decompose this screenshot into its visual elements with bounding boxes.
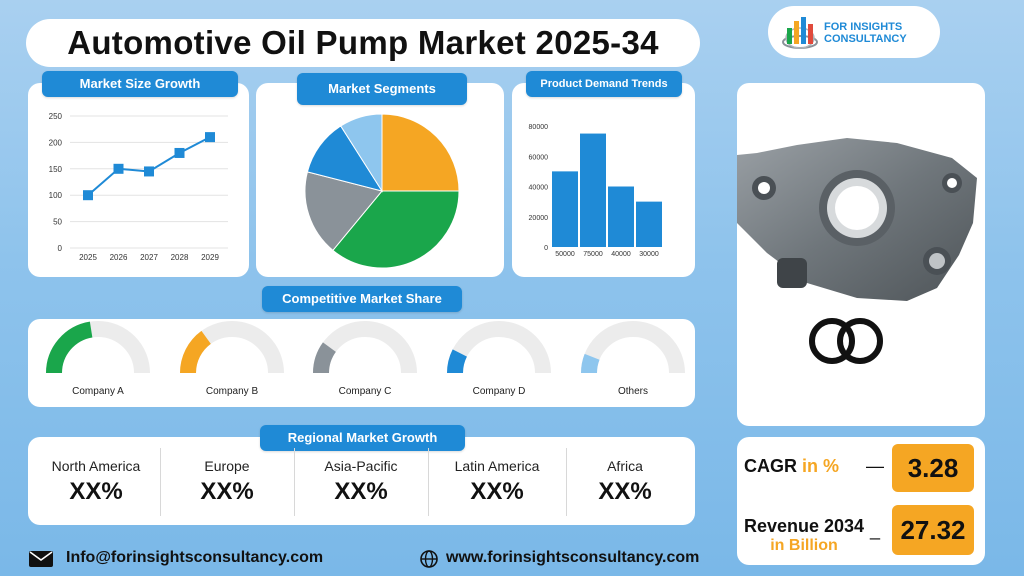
gauge-label-company-b: Company B	[205, 386, 259, 397]
data-point	[174, 147, 185, 158]
data-point	[83, 190, 93, 201]
y-tick-label: 20000	[529, 215, 549, 222]
gauge-fill	[46, 321, 93, 374]
region-africa: Africa XX%	[566, 440, 684, 524]
x-tick-label: 50000	[555, 251, 575, 258]
bar	[552, 171, 578, 247]
pie-slice	[332, 190, 460, 269]
pie-slice	[304, 171, 383, 252]
gauge-fill	[313, 342, 337, 374]
y-tick-label: 200	[49, 138, 63, 147]
cagr-label-text: CAGR	[744, 456, 797, 476]
region-name: North America	[51, 458, 141, 474]
bar	[580, 133, 606, 247]
competitive-share-title: Competitive Market Share	[262, 286, 462, 312]
y-tick-label: 250	[49, 112, 63, 121]
gauge-fill	[447, 349, 468, 374]
x-tick-label: 2027	[140, 253, 158, 262]
product-demand-bar-chart: 0 20000 40000 60000 80000 50000 75000 40000 3000…	[529, 124, 662, 258]
revenue-label: Revenue 2034 in Billion	[742, 516, 866, 556]
revenue-value-box: 27.32	[892, 505, 974, 555]
gauge-label-company-d: Company D	[472, 386, 526, 397]
series-line	[87, 136, 211, 196]
region-divider	[160, 448, 161, 516]
competitive-share-gauges	[46, 321, 685, 374]
company-logo: FOR INSIGHTS CONSULTANCY	[768, 6, 940, 58]
cagr-value-box: 3.28	[892, 444, 974, 492]
market-size-line-chart: 0 50 100 150 200 250 2025 2026 2027 2028 2029	[49, 112, 228, 262]
region-divider	[428, 448, 429, 516]
market-segments-title: Market Segments	[297, 73, 467, 105]
gauge-track	[447, 321, 551, 374]
footer-email[interactable]: Info@forinsightsconsultancy.com	[66, 549, 324, 566]
region-name: Latin America	[454, 458, 540, 474]
x-tick-label: 2026	[110, 253, 128, 262]
product-demand-title: Product Demand Trends	[526, 71, 682, 97]
region-name: Europe	[204, 458, 250, 474]
region-divider	[294, 448, 295, 516]
pie-slice	[381, 113, 460, 192]
revenue-label-text: Revenue 2034	[743, 516, 865, 536]
revenue-unit: in Billion	[770, 537, 838, 554]
y-tick-label: 0	[58, 244, 63, 253]
regional-growth-card	[28, 437, 695, 525]
market-segments-pie-chart	[304, 113, 460, 269]
y-tick-label: 100	[49, 191, 63, 200]
logo-line1: FOR INSIGHTS	[824, 21, 903, 33]
cagr-label: CAGR in %	[744, 456, 839, 477]
gauge-fill	[180, 330, 212, 374]
region-value: XX%	[334, 478, 388, 505]
y-tick-label: 40000	[529, 185, 549, 192]
gauge-fill	[581, 353, 600, 374]
y-tick-label: 150	[49, 165, 63, 174]
data-point	[144, 166, 154, 177]
cagr-dash: —	[866, 456, 884, 476]
logo-line2: CONSULTANCY	[824, 33, 907, 45]
x-tick-label: 2029	[201, 253, 219, 262]
gauge-label-company-c: Company C	[338, 386, 392, 397]
y-tick-label: 60000	[529, 154, 549, 161]
region-value: XX%	[200, 478, 254, 505]
bar	[636, 201, 662, 247]
region-value: XX%	[598, 478, 652, 505]
footer-website[interactable]: www.forinsightsconsultancy.com	[446, 549, 700, 566]
gauge-label-company-a: Company A	[72, 386, 124, 397]
x-tick-label: 30000	[639, 251, 659, 258]
y-tick-label: 0	[544, 245, 548, 252]
oil-pump-with-o-rings-icon	[737, 138, 977, 364]
region-name: Asia-Pacific	[324, 458, 398, 474]
bar	[608, 186, 634, 247]
region-latin-america: Latin America XX%	[428, 440, 566, 524]
cagr-unit: in %	[802, 456, 840, 476]
x-tick-label: 2025	[79, 253, 97, 262]
globe-icon	[420, 550, 438, 568]
data-point	[205, 132, 215, 143]
region-value: XX%	[69, 478, 123, 505]
revenue-dash: _	[870, 520, 881, 540]
region-north-america: North America XX%	[28, 440, 164, 524]
page-title: Automotive Oil Pump Market 2025-34	[26, 19, 700, 67]
market-size-title: Market Size Growth	[42, 71, 238, 97]
region-divider	[566, 448, 567, 516]
y-tick-label: 80000	[529, 124, 549, 131]
y-tick-label: 50	[53, 218, 62, 227]
gauge-label-others: Others	[617, 386, 648, 397]
x-tick-label: 40000	[611, 251, 631, 258]
x-tick-label: 2028	[171, 253, 189, 262]
bar-chart-globe-logo-icon	[782, 17, 818, 49]
region-asia-pacific: Asia-Pacific XX%	[294, 440, 428, 524]
data-point	[113, 163, 124, 174]
region-name: Africa	[607, 458, 643, 474]
regional-growth-title: Regional Market Growth	[260, 425, 465, 451]
market-size-card	[28, 83, 249, 277]
pie-slice	[340, 113, 383, 193]
gauge-track	[581, 321, 685, 374]
envelope-icon	[29, 551, 53, 567]
region-value: XX%	[470, 478, 524, 505]
region-europe: Europe XX%	[160, 440, 294, 524]
x-tick-label: 75000	[583, 251, 603, 258]
